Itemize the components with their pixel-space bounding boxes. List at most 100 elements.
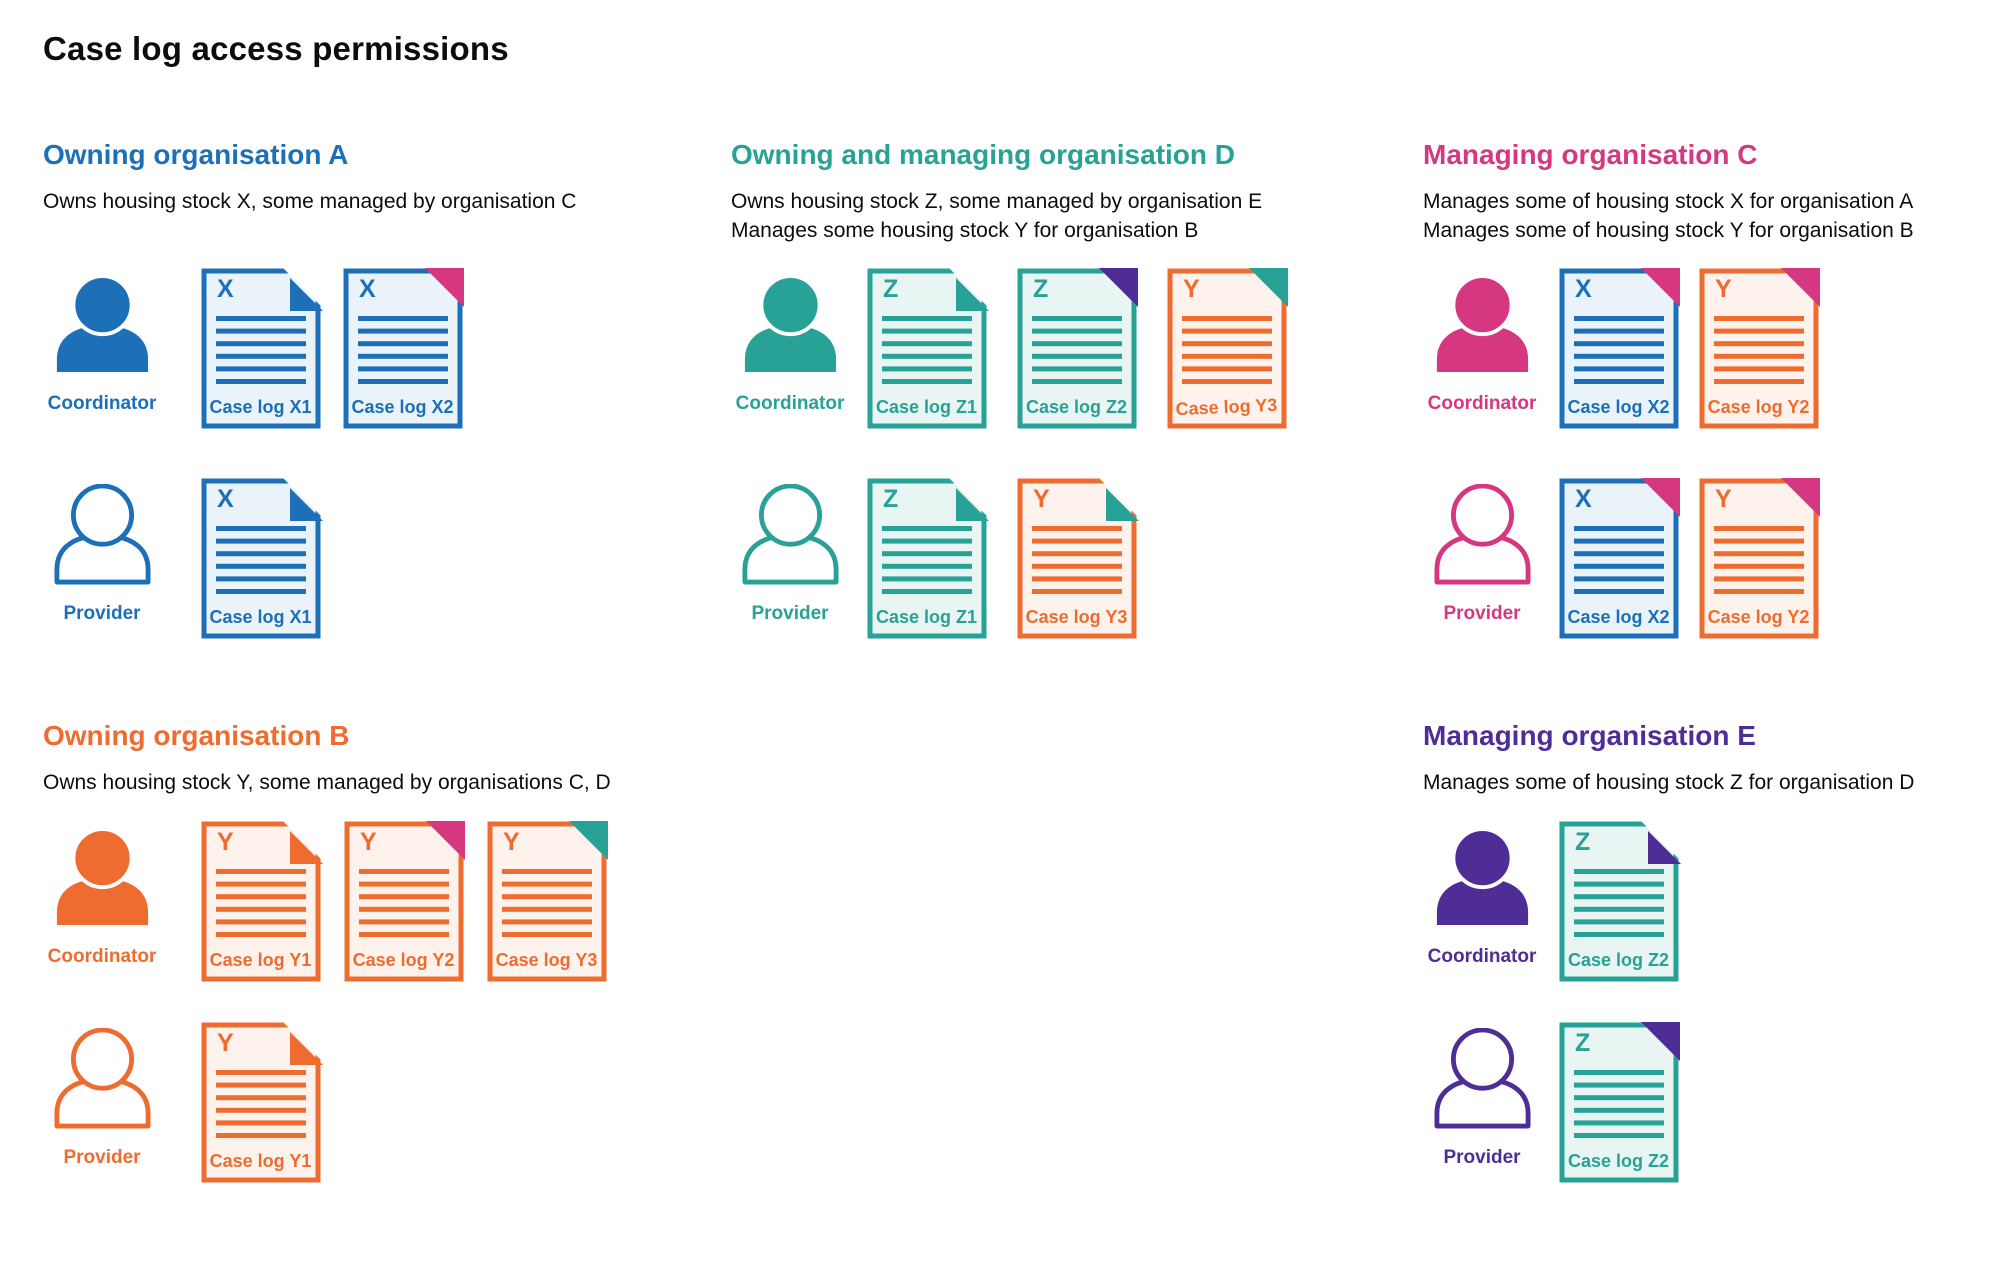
doc-letter: X <box>217 275 234 303</box>
case-log-doc: Y Case log Y1 <box>201 820 325 982</box>
person: Provider <box>731 478 867 625</box>
case-log-doc: X Case log X2 <box>343 268 465 429</box>
doc-label: Case log Z2 <box>1567 950 1670 970</box>
doc-text-line <box>1574 563 1664 569</box>
provider-icon <box>741 484 839 585</box>
person-body <box>1436 878 1528 926</box>
folded-corner-icon <box>426 821 465 860</box>
doc-page <box>1559 1022 1679 1183</box>
person-body <box>1436 325 1528 373</box>
doc-label: Case log Y3 <box>495 950 598 970</box>
doc-text-line <box>502 894 592 900</box>
coordinator-icon <box>1436 274 1528 373</box>
case-log-doc: Z Case log Z2 <box>1559 1022 1681 1183</box>
case-log-doc: Y Case log Y2 <box>344 821 466 982</box>
doc-page <box>343 268 463 429</box>
corner-cut <box>282 477 325 520</box>
doc-text-line <box>882 551 972 557</box>
section-org-c: Managing organisation C Manages some of … <box>1423 138 1998 639</box>
doc-label: Case log Z2 <box>1025 397 1128 417</box>
corner-cut <box>282 820 325 863</box>
doc-text-line <box>882 316 972 321</box>
folded-corner-icon <box>1106 488 1139 521</box>
coordinator-row: Coordinator X Case log X2 Y Case log Y2 <box>1423 268 1821 429</box>
doc-text-line <box>882 353 972 359</box>
folded-corner-icon <box>1781 478 1820 517</box>
doc-text-line <box>1574 526 1664 531</box>
provider-row: Provider X Case log X2 Y Case log Y2 <box>1423 478 1821 639</box>
person-head <box>70 1028 134 1091</box>
doc-icon <box>1559 820 1683 982</box>
folded-corner-icon <box>956 278 989 311</box>
person-head <box>70 484 134 547</box>
person-body <box>56 878 148 926</box>
person: Coordinator <box>43 821 201 968</box>
doc-icon <box>1559 268 1680 429</box>
doc-text-line <box>1574 341 1664 347</box>
folded-corner-icon <box>1641 1022 1680 1061</box>
role-label: Provider <box>63 603 141 624</box>
doc-icon <box>201 820 325 982</box>
case-log-doc: X Case log X1 <box>201 267 325 429</box>
doc-text-line <box>216 366 306 372</box>
doc-text-line <box>882 366 972 372</box>
doc-label: Case log Z2 <box>1567 1151 1670 1171</box>
doc-text-line <box>1574 353 1664 359</box>
doc-letter: X <box>359 275 376 303</box>
folded-corner-icon <box>290 488 323 521</box>
doc-text-line <box>358 328 448 334</box>
role-label: Coordinator <box>735 393 845 414</box>
doc-label: Case log X2 <box>351 397 454 417</box>
doc-text-line <box>1574 589 1664 594</box>
doc-text-line <box>216 341 306 347</box>
doc-list: X Case log X2 Y Case log Y2 <box>1559 478 1821 639</box>
doc-list: Z Case log Z2 <box>1559 1022 1681 1183</box>
doc-text-line <box>359 869 449 874</box>
doc-text-line <box>1032 328 1122 334</box>
role-label: Coordinator <box>47 946 157 967</box>
role-label: Provider <box>1443 1147 1521 1168</box>
doc-text-line <box>1714 379 1804 384</box>
case-log-doc: Y Case log Y3 <box>1017 477 1141 639</box>
doc-text-line <box>1182 316 1272 321</box>
doc-text-line <box>358 366 448 372</box>
person-body <box>56 325 148 373</box>
folded-corner-icon <box>1648 831 1681 864</box>
role-label: Coordinator <box>1427 393 1537 414</box>
coordinator-icon <box>56 274 148 373</box>
doc-text-line <box>1032 563 1122 569</box>
doc-text-line <box>1032 379 1122 384</box>
doc-text-line <box>216 379 306 384</box>
doc-text-line <box>216 869 306 874</box>
person-head <box>1450 1028 1514 1091</box>
doc-label: Case log Y3 <box>1025 607 1128 627</box>
doc-text-line <box>359 932 449 937</box>
doc-text-line <box>358 341 448 347</box>
doc-text-line <box>1714 328 1804 334</box>
case-log-doc: X Case log X2 <box>1559 478 1681 639</box>
case-log-doc: Y Case log Y1 <box>201 1021 325 1183</box>
folded-corner-icon <box>1781 268 1820 307</box>
doc-text-line <box>1574 538 1664 544</box>
doc-letter: Z <box>883 275 899 303</box>
doc-text-line <box>359 881 449 887</box>
case-log-doc: Y Case log Y3 <box>487 821 609 982</box>
doc-text-line <box>1574 328 1664 334</box>
case-log-doc: Z Case log Z1 <box>867 267 991 429</box>
section-description: Owns housing stock X, some managed by or… <box>43 187 733 216</box>
doc-text-line <box>502 881 592 887</box>
person: Provider <box>1423 1022 1559 1169</box>
doc-text-line <box>882 589 972 594</box>
doc-text-line <box>1574 932 1664 937</box>
doc-label: Case log Y2 <box>1707 397 1810 417</box>
section-description-line: Owns housing stock Z, some managed by or… <box>731 190 1263 213</box>
person-head <box>1450 484 1514 547</box>
doc-text-line <box>216 353 306 359</box>
section-org-e: Managing organisation E Manages some of … <box>1423 719 1998 1183</box>
doc-list: X Case log X2 Y Case log Y2 <box>1559 268 1821 429</box>
doc-letter: Y <box>1033 485 1050 513</box>
doc-text-line <box>1574 551 1664 557</box>
section-heading: Managing organisation E <box>1423 720 1756 751</box>
doc-label: Case log Y2 <box>1707 607 1810 627</box>
